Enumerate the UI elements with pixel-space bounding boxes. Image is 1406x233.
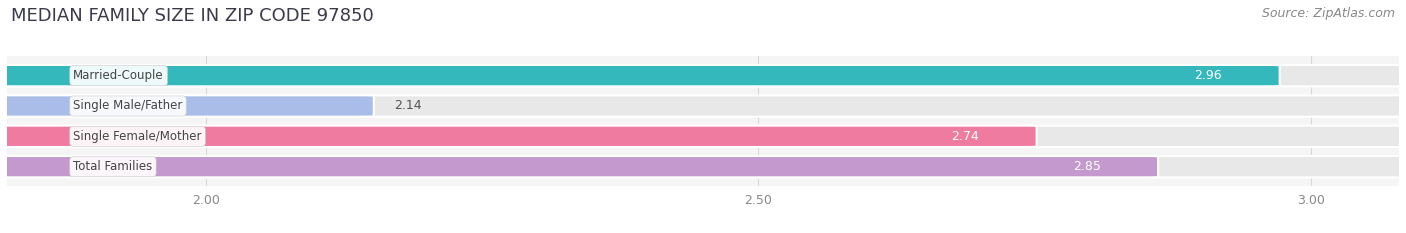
Text: Total Families: Total Families bbox=[73, 160, 153, 173]
Text: Single Female/Mother: Single Female/Mother bbox=[73, 130, 202, 143]
FancyBboxPatch shape bbox=[0, 156, 1406, 177]
Text: 2.96: 2.96 bbox=[1195, 69, 1222, 82]
Text: Married-Couple: Married-Couple bbox=[73, 69, 165, 82]
FancyBboxPatch shape bbox=[0, 95, 374, 117]
FancyBboxPatch shape bbox=[0, 126, 1036, 147]
Text: 2.14: 2.14 bbox=[394, 99, 422, 113]
FancyBboxPatch shape bbox=[0, 126, 1406, 147]
FancyBboxPatch shape bbox=[0, 65, 1279, 86]
Text: 2.74: 2.74 bbox=[952, 130, 979, 143]
Text: MEDIAN FAMILY SIZE IN ZIP CODE 97850: MEDIAN FAMILY SIZE IN ZIP CODE 97850 bbox=[11, 7, 374, 25]
FancyBboxPatch shape bbox=[0, 65, 1406, 86]
Text: Single Male/Father: Single Male/Father bbox=[73, 99, 183, 113]
Text: Source: ZipAtlas.com: Source: ZipAtlas.com bbox=[1261, 7, 1395, 20]
FancyBboxPatch shape bbox=[0, 95, 1406, 117]
Text: 2.85: 2.85 bbox=[1073, 160, 1101, 173]
FancyBboxPatch shape bbox=[0, 156, 1159, 177]
